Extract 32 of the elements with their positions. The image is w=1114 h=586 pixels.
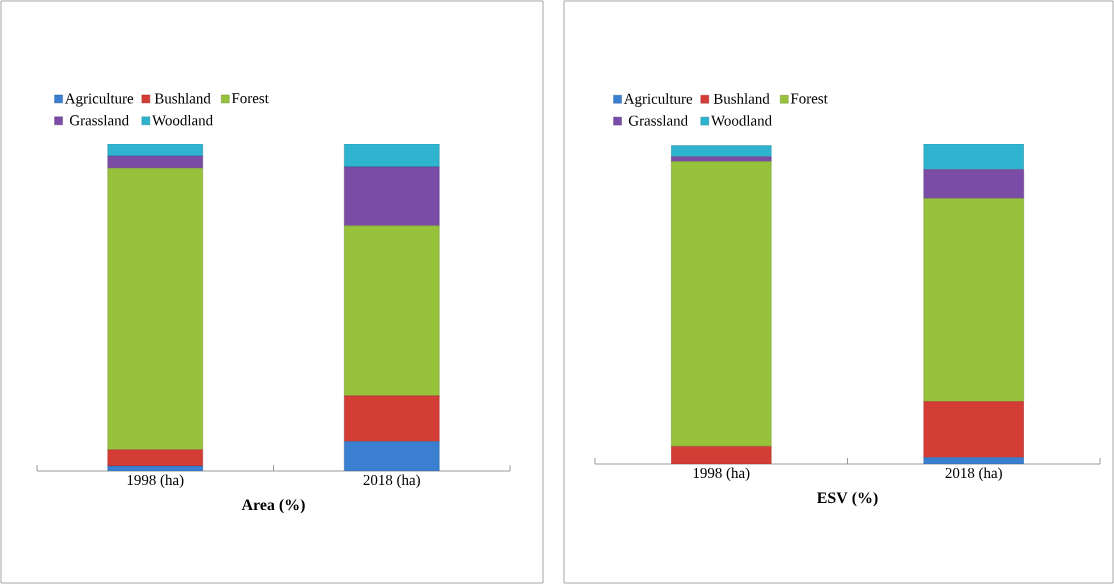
bar [107, 449, 203, 467]
x-axis-title: ESV (%) [817, 491, 878, 507]
legend-label: Forest [790, 93, 828, 104]
x-tick-label: 1998 (ha) [693, 467, 750, 482]
bar [344, 166, 440, 226]
bar [923, 198, 1024, 402]
x-tick-label: 2018 (ha) [945, 467, 1002, 482]
legend-label: Forest [231, 93, 269, 104]
bar [671, 145, 772, 157]
legend-label: Agriculture [623, 93, 693, 107]
bar [344, 395, 440, 442]
bar [344, 441, 440, 471]
bar [671, 156, 772, 162]
legend-label: Woodland [711, 115, 772, 126]
bar [344, 144, 440, 168]
x-tick-label: 2018 (ha) [363, 474, 420, 489]
bar [107, 168, 203, 450]
bar [107, 155, 203, 169]
x-axis-title: Area (%) [241, 498, 305, 514]
legend-label: Agriculture [64, 93, 134, 107]
bar [923, 169, 1024, 199]
bar [671, 161, 772, 447]
legend-label: Bushland [713, 93, 770, 104]
legend-label: Woodland [152, 114, 213, 126]
legend-label: Grassland [69, 114, 129, 126]
x-tick-label: 1998 (ha) [127, 474, 184, 489]
legend-label: Grassland [628, 115, 688, 126]
bar [923, 144, 1024, 170]
bar [344, 225, 440, 396]
legend-label: Bushland [154, 93, 211, 104]
bar [923, 401, 1024, 458]
bar [671, 446, 772, 464]
